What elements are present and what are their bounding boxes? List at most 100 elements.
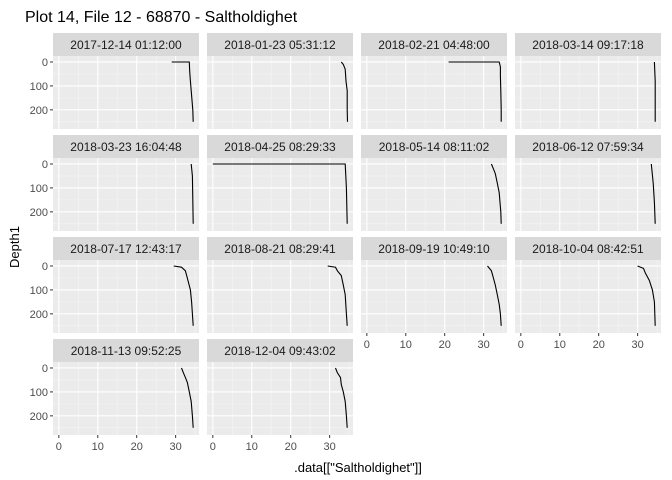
panel-background (361, 260, 507, 333)
data-line (173, 265, 194, 326)
y-tick-label: 200 (30, 411, 48, 423)
x-tick-label: 0 (518, 339, 524, 351)
x-tick-label: 0 (56, 441, 62, 453)
data-line (487, 265, 502, 326)
y-tick-label: 100 (30, 387, 48, 399)
facet-strip (361, 33, 507, 56)
panel-background (361, 56, 507, 129)
facet-panel: 2018-07-17 12:43:17 0 100 200 (30, 237, 199, 333)
panel-background (361, 158, 507, 231)
facet-strip (515, 33, 661, 56)
facet-panel: 2017-12-14 01:12:00 0 100 200 (30, 33, 199, 129)
facet-panel: 2018-04-25 08:29:33 (207, 135, 353, 231)
facet-panel: 2018-11-13 09:52:25 0 100 200 0 10 20 30 (30, 339, 199, 453)
facet-strip (207, 237, 353, 260)
panel-background (207, 158, 353, 231)
facet-strip-label: 2018-08-21 08:29:41 (224, 242, 336, 256)
x-tick-label: 10 (92, 441, 104, 453)
facet-strip-label: 2018-03-14 09:17:18 (532, 38, 644, 52)
y-tick-label: 0 (42, 57, 48, 69)
facet-panel: 2018-01-23 05:31:12 (207, 33, 353, 129)
facet-strip (207, 339, 353, 362)
panel-background (53, 362, 199, 435)
y-axis-title: Depth1 (7, 226, 22, 268)
panel-background (207, 56, 353, 129)
panel-background (53, 158, 199, 231)
data-line (653, 61, 656, 122)
panel-background (53, 260, 199, 333)
x-tick-label: 20 (285, 441, 297, 453)
x-tick-label: 10 (246, 441, 258, 453)
data-line (340, 61, 349, 122)
panel-background (515, 260, 661, 333)
x-tick-label: 30 (170, 441, 182, 453)
panel-background (207, 362, 353, 435)
x-tick-label: 10 (554, 339, 566, 351)
chart-title: Plot 14, File 12 - 68870 - Saltholdighet (25, 9, 298, 26)
facet-strip-label: 2018-12-04 09:43:02 (224, 344, 336, 358)
facet-strip-label: 2018-01-23 05:31:12 (224, 38, 336, 52)
facet-strip (515, 237, 661, 260)
x-axis-title: .data[["Saltholdighet"]] (294, 460, 422, 475)
x-tick-label: 30 (478, 339, 490, 351)
facet-strip (207, 135, 353, 158)
data-line (212, 163, 348, 224)
facet-strip (53, 237, 199, 260)
facet-strip-label: 2017-12-14 01:12:00 (70, 38, 182, 52)
facet-strip-label: 2018-07-17 12:43:17 (70, 242, 182, 256)
facet-panel: 2018-02-21 04:48:00 (361, 33, 507, 129)
facet-strip-label: 2018-09-19 10:49:10 (378, 242, 490, 256)
facet-panel: 2018-06-12 07:59:34 (515, 135, 661, 231)
data-line (448, 61, 502, 122)
x-tick-label: 10 (400, 339, 412, 351)
y-tick-label: 0 (42, 159, 48, 171)
data-line (334, 367, 348, 428)
y-tick-label: 100 (30, 81, 48, 93)
facet-strip (53, 339, 199, 362)
facet-strip (361, 237, 507, 260)
y-tick-label: 200 (30, 309, 48, 321)
facet-strip-label: 2018-04-25 08:29:33 (224, 140, 336, 154)
data-line (650, 163, 656, 224)
y-tick-label: 100 (30, 285, 48, 297)
facet-strip-label: 2018-05-14 08:11:02 (379, 140, 490, 154)
facet-strip-label: 2018-11-13 09:52:25 (71, 344, 182, 358)
x-tick-label: 30 (324, 441, 336, 453)
facet-strip (53, 135, 199, 158)
facet-strip-label: 2018-10-04 08:42:51 (532, 242, 644, 256)
facet-panel: 2018-05-14 08:11:02 (361, 135, 507, 231)
x-tick-label: 30 (632, 339, 644, 351)
facet-strip (515, 135, 661, 158)
x-tick-label: 0 (364, 339, 370, 351)
y-tick-label: 100 (30, 183, 48, 195)
panel-background (53, 56, 199, 129)
facet-strip (53, 33, 199, 56)
panel-background (207, 260, 353, 333)
y-tick-label: 0 (42, 261, 48, 273)
facet-strip (207, 33, 353, 56)
x-tick-label: 0 (210, 441, 216, 453)
y-tick-label: 0 (42, 363, 48, 375)
data-line (490, 163, 502, 224)
x-tick-label: 20 (131, 441, 143, 453)
data-line (171, 61, 194, 122)
facet-panel: 2018-10-04 08:42:51 0 10 20 30 (515, 237, 661, 351)
y-tick-label: 200 (30, 105, 48, 117)
facet-strip-label: 2018-02-21 04:48:00 (378, 38, 490, 52)
panel-background (515, 158, 661, 231)
data-line (637, 265, 656, 326)
facet-panel: 2018-03-23 16:04:48 0 100 200 (30, 135, 199, 231)
panel-background (515, 56, 661, 129)
y-tick-label: 200 (30, 207, 48, 219)
x-tick-label: 20 (593, 339, 605, 351)
data-line (180, 367, 194, 428)
facet-panel: 2018-12-04 09:43:02 0 10 20 30 (207, 339, 353, 453)
facet-strip-label: 2018-03-23 16:04:48 (70, 140, 182, 154)
facet-panel: 2018-08-21 08:29:41 (207, 237, 353, 333)
facet-strip (361, 135, 507, 158)
x-tick-label: 20 (439, 339, 451, 351)
data-line (190, 163, 194, 224)
facet-panel: 2018-03-14 09:17:18 (515, 33, 661, 129)
